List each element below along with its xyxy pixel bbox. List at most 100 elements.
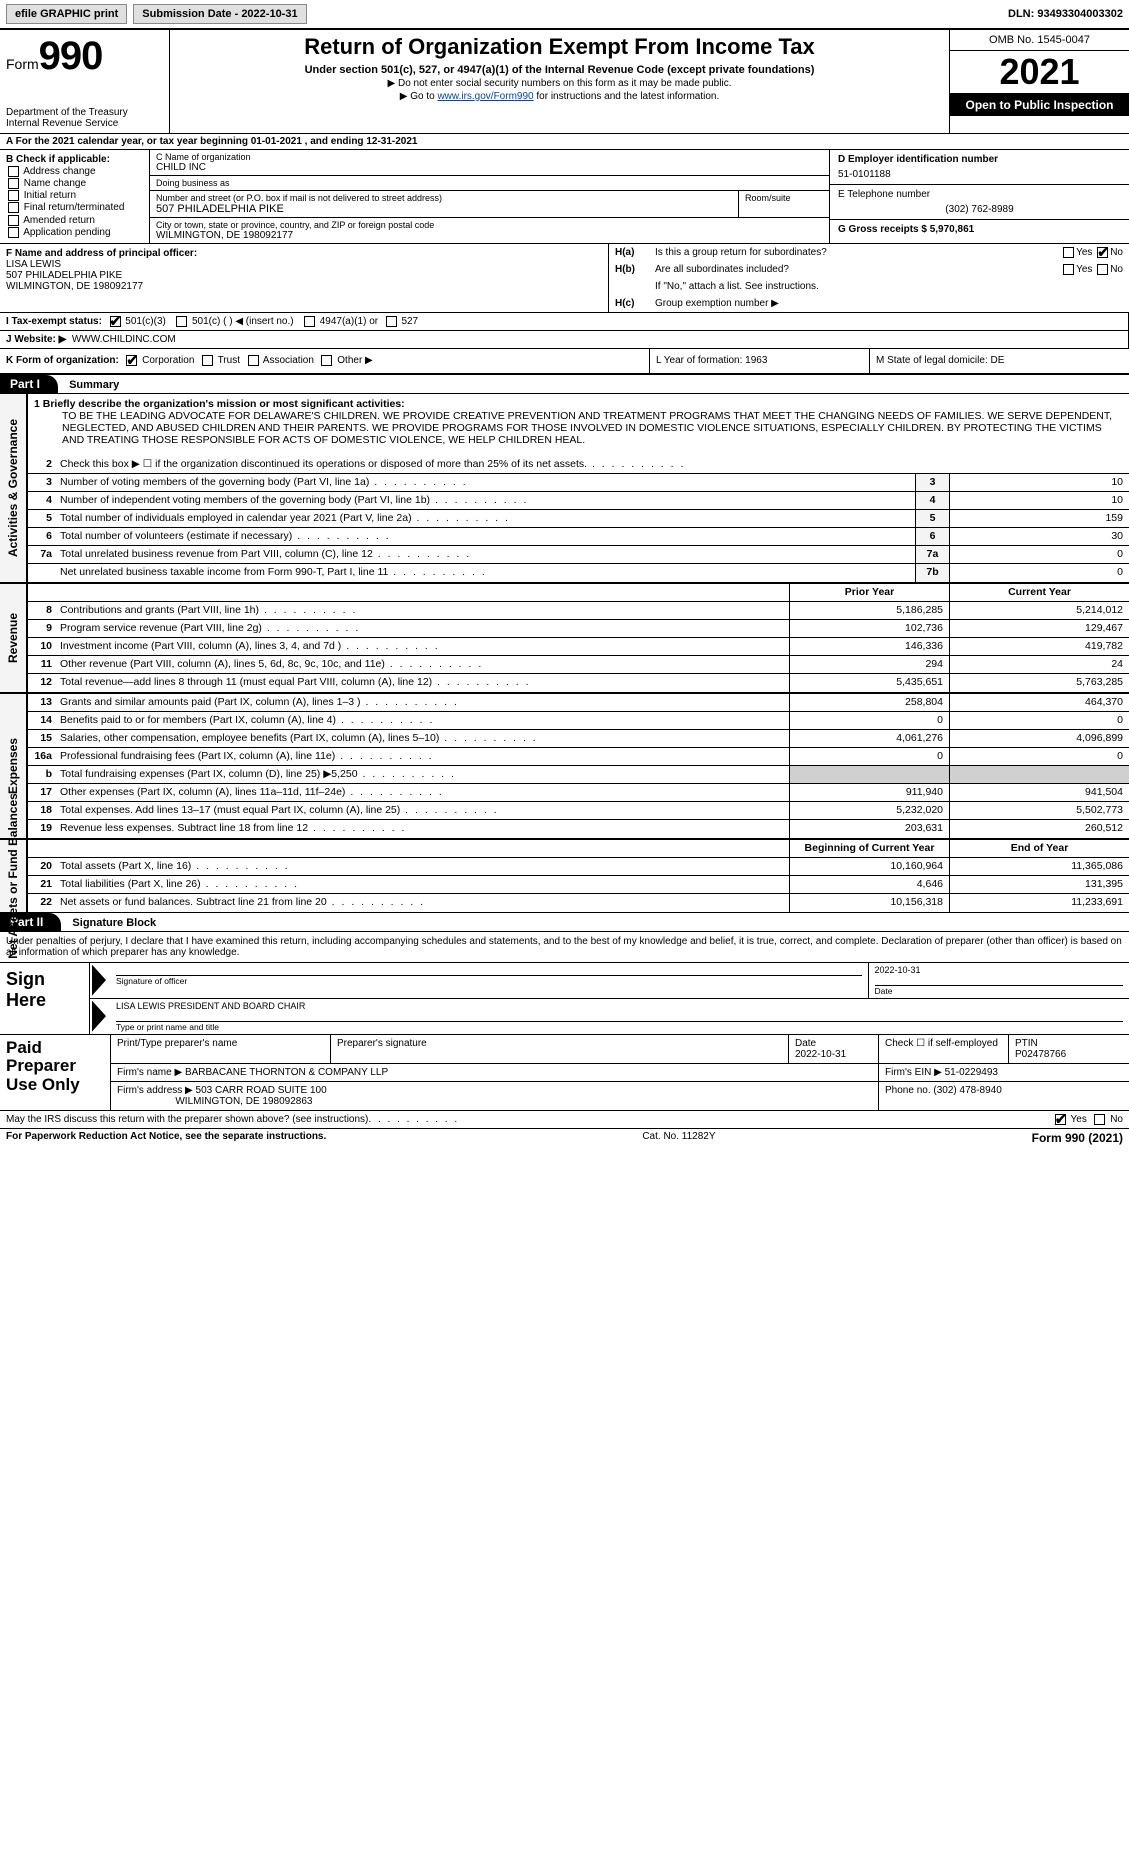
prior-year-hdr: Prior Year [789,584,949,601]
chk-4947[interactable] [304,316,315,327]
discuss-row: May the IRS discuss this return with the… [0,1111,1129,1129]
city-label: City or town, state or province, country… [156,220,823,230]
chk-trust[interactable] [202,355,213,366]
paperwork-notice: For Paperwork Reduction Act Notice, see … [6,1131,326,1145]
note-goto: ▶ Go to www.irs.gov/Form990 for instruct… [178,91,941,102]
section-expenses: Expenses 13 Grants and similar amounts p… [0,694,1129,840]
box-b-title: B Check if applicable: [6,154,110,165]
gov-line: 2 Check this box ▶ ☐ if the organization… [28,456,1129,474]
gov-line: 5 Total number of individuals employed i… [28,510,1129,528]
chk-initial-return[interactable]: Initial return [6,190,143,201]
chk-501c[interactable] [176,316,187,327]
hc-text: Group exemption number ▶ [655,298,1123,309]
prep-selfemp[interactable]: Check ☐ if self-employed [879,1035,1009,1063]
mission-text: TO BE THE LEADING ADVOCATE FOR DELAWARE'… [34,410,1123,446]
side-net-assets: Net Assets or Fund Balances [0,840,28,912]
street-value: 507 PHILADELPHIA PIKE [156,203,732,215]
chk-corporation[interactable] [126,355,137,366]
officer-label: F Name and address of principal officer: [6,248,197,259]
org-name: CHILD INC [156,162,823,173]
box-c: C Name of organization CHILD INC Doing b… [150,150,829,243]
room-suite-label: Room/suite [739,191,829,217]
officer-addr1: 507 PHILADELPHIA PIKE [6,270,122,281]
part2-header: Part II Signature Block [0,913,1129,932]
mission-block: 1 Briefly describe the organization's mi… [28,394,1129,456]
form-ref: Form 990 (2021) [1032,1131,1123,1145]
ha-text: Is this a group return for subordinates? [655,247,1061,258]
gov-line: Net unrelated business taxable income fr… [28,564,1129,582]
hb-no[interactable] [1097,264,1108,275]
revenue-header: Prior Year Current Year [28,584,1129,602]
cat-no: Cat. No. 11282Y [326,1131,1031,1145]
chk-address-change[interactable]: Address change [6,166,143,177]
irs-label: Internal Revenue Service [6,118,163,129]
part1-num: Part I [0,375,58,393]
row-j: J Website: ▶ WWW.CHILDINC.COM [0,331,1129,349]
hb-yes[interactable] [1063,264,1074,275]
mission-lead: 1 Briefly describe the organization's mi… [34,398,405,410]
omb-number: OMB No. 1545-0047 [950,30,1129,51]
end-year-hdr: End of Year [949,840,1129,857]
dept-treasury: Department of the Treasury [6,107,163,118]
discuss-yes[interactable] [1055,1114,1066,1125]
part1-header: Part I Summary [0,375,1129,394]
prep-name-hdr: Print/Type preparer's name [111,1035,331,1063]
ha-no[interactable] [1097,247,1108,258]
table-row: 13 Grants and similar amounts paid (Part… [28,694,1129,712]
gov-line: 6 Total number of volunteers (estimate i… [28,528,1129,546]
firm-phone: Phone no. (302) 478-8940 [879,1082,1129,1110]
goto-post: for instructions and the latest informat… [534,91,720,102]
submission-date-button[interactable]: Submission Date - 2022-10-31 [133,4,306,24]
chk-527[interactable] [386,316,397,327]
org-name-label: C Name of organization [156,152,823,162]
table-row: 12 Total revenue—add lines 8 through 11 … [28,674,1129,692]
header-right: OMB No. 1545-0047 2021 Open to Public In… [949,30,1129,133]
table-row: 8 Contributions and grants (Part VIII, l… [28,602,1129,620]
goto-pre: ▶ Go to [400,91,438,102]
officer-addr2: WILMINGTON, DE 198092177 [6,281,143,292]
website-label: J Website: ▶ [6,334,66,345]
gov-line: 7a Total unrelated business revenue from… [28,546,1129,564]
prep-date-hdr: Date2022-10-31 [789,1035,879,1063]
table-row: 22 Net assets or fund balances. Subtract… [28,894,1129,912]
discuss-no[interactable] [1094,1114,1105,1125]
firm-ein: Firm's EIN ▶ 51-0229493 [879,1064,1129,1081]
form-header: Form990 Department of the Treasury Inter… [0,30,1129,134]
table-row: 21 Total liabilities (Part X, line 26) 4… [28,876,1129,894]
form-number: 990 [39,34,103,78]
chk-other[interactable] [321,355,332,366]
irs-link[interactable]: www.irs.gov/Form990 [437,91,533,102]
chk-application-pending[interactable]: Application pending [6,227,143,238]
dba-label: Doing business as [156,178,823,188]
table-row: 19 Revenue less expenses. Subtract line … [28,820,1129,838]
form-org-label: K Form of organization: [6,356,119,367]
row-klm: K Form of organization: Corporation Trus… [0,349,1129,374]
chk-name-change[interactable]: Name change [6,178,143,189]
row-a-period: A For the 2021 calendar year, or tax yea… [0,134,1129,150]
tel-value: (302) 762-8989 [838,204,1121,215]
section-governance: Activities & Governance 1 Briefly descri… [0,394,1129,584]
table-row: 16a Professional fundraising fees (Part … [28,748,1129,766]
ha-yes[interactable] [1063,247,1074,258]
gov-line: 4 Number of independent voting members o… [28,492,1129,510]
arrow-icon [92,965,106,996]
row-i: I Tax-exempt status: 501(c)(3) 501(c) ( … [0,313,1129,331]
hc-label: H(c) [615,298,655,309]
page-footer: For Paperwork Reduction Act Notice, see … [0,1129,1129,1147]
year-formation: L Year of formation: 1963 [649,349,869,372]
form-title: Return of Organization Exempt From Incom… [178,34,941,60]
chk-final-return[interactable]: Final return/terminated [6,202,143,213]
header-mid: Return of Organization Exempt From Incom… [170,30,949,133]
chk-501c3[interactable] [110,316,121,327]
header-left: Form990 Department of the Treasury Inter… [0,30,170,133]
dln-label: DLN: 93493304003302 [1008,8,1123,20]
efile-print-button[interactable]: efile GRAPHIC print [6,4,127,24]
box-d: D Employer identification number 51-0101… [829,150,1129,243]
table-row: b Total fundraising expenses (Part IX, c… [28,766,1129,784]
discuss-text: May the IRS discuss this return with the… [6,1114,368,1125]
chk-amended-return[interactable]: Amended return [6,215,143,226]
tax-year: 2021 [950,51,1129,94]
hb-label: H(b) [615,264,655,275]
chk-association[interactable] [248,355,259,366]
tax-status-label: I Tax-exempt status: [6,316,102,327]
